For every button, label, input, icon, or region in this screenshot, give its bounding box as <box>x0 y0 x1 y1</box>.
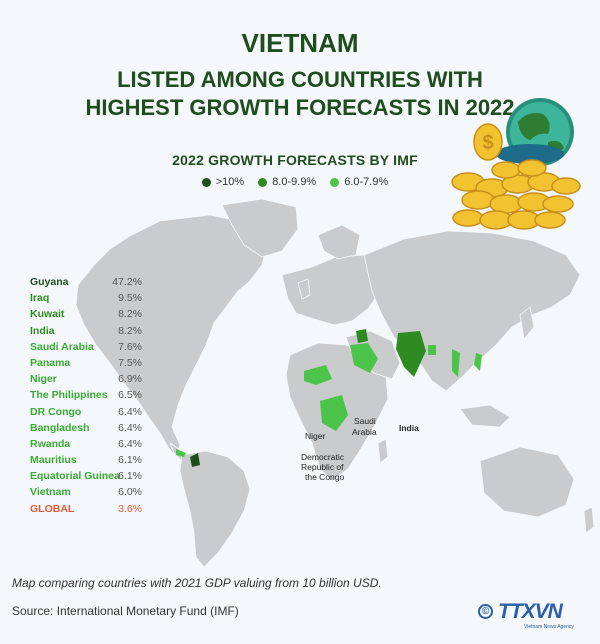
legend-item-6-to-8: 6.0-7.9% <box>330 176 388 188</box>
growth-value: 6.4% <box>118 437 142 450</box>
map-label-saudi-2: Arabia <box>352 427 377 437</box>
table-row: Equatorial Guinea 6.1% <box>30 470 142 486</box>
table-row: Mauritius 6.1% <box>30 454 142 470</box>
map-north-america <box>75 214 269 458</box>
coin-stack-illustration: $ <box>451 98 581 230</box>
logo-text: TTXVN <box>498 600 563 623</box>
country-name: Niger <box>30 373 57 386</box>
growth-value: 47.2% <box>112 276 142 288</box>
country-name: Rwanda <box>30 437 71 450</box>
map-label-drc-1: Democratic <box>301 452 345 462</box>
table-row: The Philippines 6.5% <box>30 389 142 405</box>
growth-forecast-table: Guyana 47.2% Iraq 9.5% Kuwait 8.2% India 8.2% Sa… <box>30 276 142 519</box>
country-name: Bangladesh <box>30 421 90 434</box>
table-row: Rwanda 6.4% <box>30 438 142 454</box>
svg-text:$: $ <box>482 132 493 154</box>
growth-value: 6.0% <box>118 486 142 499</box>
country-name: Vietnam <box>30 486 71 499</box>
map-australia <box>479 446 575 518</box>
country-name: Equatorial Guinea <box>30 470 120 483</box>
map-greenland <box>221 198 299 258</box>
growth-value: 3.6% <box>118 502 142 515</box>
map-label-drc-2: Republic of <box>301 462 344 472</box>
table-row: Panama 7.5% <box>30 357 142 373</box>
map-japan <box>519 306 535 340</box>
map-guyana <box>190 453 200 467</box>
map-label-niger: Niger <box>305 431 325 441</box>
legend: >10% 8.0-9.9% 6.0-7.9% <box>0 176 590 188</box>
country-name: India <box>30 324 55 337</box>
table-row: Vietnam 6.0% <box>30 486 142 502</box>
source-text: Source: International Monetary Fund (IMF… <box>12 604 239 618</box>
table-row: Guyana 47.2% <box>30 276 142 292</box>
map-panama <box>176 449 186 457</box>
map-philippines <box>474 353 482 371</box>
map-madagascar <box>377 438 389 464</box>
title-line-2: LISTED AMONG COUNTRIES WITH <box>117 67 483 92</box>
table-row: Kuwait 8.2% <box>30 308 142 324</box>
legend-dot-above-10 <box>201 177 211 187</box>
map-south-america <box>179 450 251 568</box>
country-name: Guyana <box>30 276 69 288</box>
ttxvn-logo: © TTXVN Vietnam News Agency <box>478 600 590 636</box>
table-row: India 8.2% <box>30 325 142 341</box>
map-bangladesh <box>428 345 436 355</box>
map-vietnam <box>452 349 460 377</box>
country-name: DR Congo <box>30 405 82 418</box>
map-se-asia-islands <box>459 404 511 428</box>
legend-item-8-to-10: 8.0-9.9% <box>258 176 316 188</box>
map-label-saudi-1: Saudi <box>354 416 376 426</box>
growth-value: 7.6% <box>118 340 142 353</box>
legend-label: 8.0-9.9% <box>272 176 317 188</box>
country-name: The Philippines <box>30 389 108 402</box>
logo-subtext: Vietnam News Agency <box>524 624 574 630</box>
map-uk <box>297 278 311 300</box>
map-iraq <box>356 329 368 343</box>
map-new-zealand <box>583 506 595 534</box>
footnote: Map comparing countries with 2021 GDP va… <box>12 576 382 590</box>
growth-value: 6.1% <box>118 470 142 483</box>
country-name: Saudi Arabia <box>30 340 94 353</box>
growth-value: 9.5% <box>118 292 142 305</box>
table-row: GLOBAL 3.6% <box>30 503 142 519</box>
map-saudi-arabia <box>350 343 378 373</box>
legend-dot-8-to-10 <box>258 177 268 187</box>
table-row: Niger 6.9% <box>30 373 142 389</box>
map-label-india: India <box>399 423 419 433</box>
map-scandinavia <box>317 224 361 260</box>
growth-value: 8.2% <box>118 308 142 321</box>
country-name: Iraq <box>30 292 50 305</box>
copyright-icon: © <box>478 604 493 619</box>
map-niger <box>304 365 332 385</box>
map-india <box>396 331 426 377</box>
map-drc <box>320 395 348 431</box>
world-map: Niger Saudi Arabia India Democratic Repu… <box>75 198 595 568</box>
legend-label: >10% <box>215 176 245 188</box>
country-name: GLOBAL <box>30 502 75 515</box>
growth-value: 7.5% <box>118 356 142 369</box>
growth-value: 8.2% <box>118 324 142 337</box>
growth-value: 6.1% <box>118 454 142 467</box>
country-name: Mauritius <box>30 454 77 467</box>
legend-dot-6-to-8 <box>330 177 340 187</box>
country-name: Kuwait <box>30 308 65 321</box>
growth-value: 6.4% <box>118 405 142 418</box>
map-label-drc-3: the Congo <box>305 472 344 482</box>
title-line-1: VIETNAM <box>241 28 359 58</box>
legend-item-above-10: >10% <box>201 176 245 188</box>
table-row: Iraq 9.5% <box>30 292 142 308</box>
growth-value: 6.4% <box>118 421 142 434</box>
chart-title: 2022 GROWTH FORECASTS BY IMF <box>172 152 418 168</box>
table-row: DR Congo 6.4% <box>30 406 142 422</box>
country-name: Panama <box>30 356 71 369</box>
growth-value: 6.5% <box>118 389 142 402</box>
growth-value: 6.9% <box>118 373 142 386</box>
table-row: Bangladesh 6.4% <box>30 422 142 438</box>
table-row: Saudi Arabia 7.6% <box>30 341 142 357</box>
title-line-3: HIGHEST GROWTH FORECASTS IN 2022 <box>85 95 515 120</box>
legend-label: 6.0-7.9% <box>344 176 389 188</box>
